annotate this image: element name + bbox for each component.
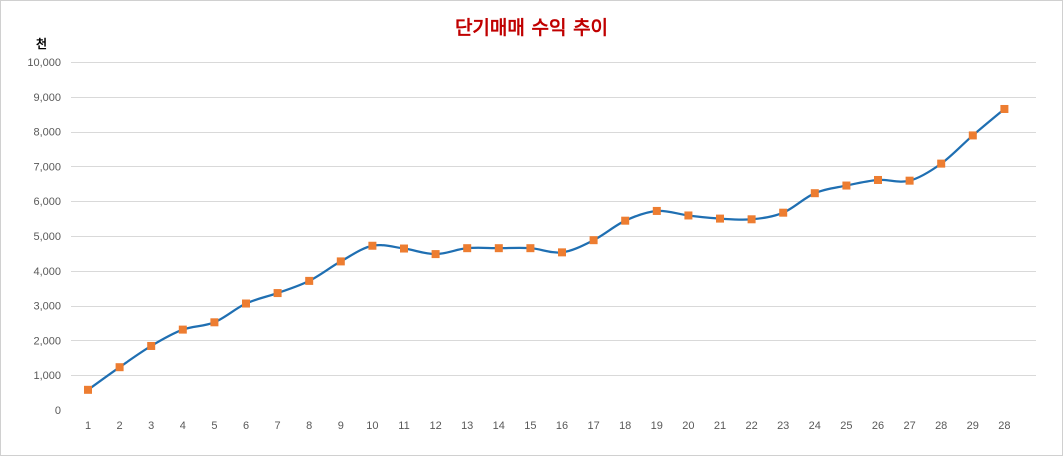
y-tick-label: 0 bbox=[55, 405, 61, 417]
chart-title: 단기매매 수익 추이 bbox=[454, 17, 609, 39]
data-point bbox=[431, 250, 440, 259]
data-point bbox=[558, 248, 566, 257]
data-point bbox=[115, 363, 124, 372]
data-point bbox=[463, 244, 472, 253]
y-axis-unit-label: 천 bbox=[36, 37, 48, 51]
data-point bbox=[84, 385, 92, 394]
series-line bbox=[86, 107, 1006, 391]
data-point bbox=[874, 175, 882, 184]
data-point bbox=[400, 244, 408, 253]
x-tick-label: 16 bbox=[556, 420, 568, 432]
x-tick-label: 2 bbox=[117, 420, 123, 432]
data-point bbox=[905, 176, 914, 185]
x-tick-label: 19 bbox=[651, 420, 663, 432]
x-tick-label: 28 bbox=[935, 420, 947, 432]
x-tick-label: 29 bbox=[967, 420, 979, 432]
y-tick-label: 8,000 bbox=[33, 127, 61, 139]
x-tick-label: 22 bbox=[745, 420, 757, 432]
gridlines bbox=[71, 62, 1036, 376]
x-tick-label: 27 bbox=[903, 420, 915, 432]
data-point bbox=[968, 131, 977, 140]
x-tick-label: 3 bbox=[148, 420, 154, 432]
y-tick-label: 5,000 bbox=[33, 231, 61, 243]
data-point bbox=[147, 341, 156, 350]
y-tick-label: 3,000 bbox=[33, 301, 61, 313]
data-point bbox=[937, 159, 946, 168]
data-point bbox=[810, 189, 819, 198]
x-tick-label: 9 bbox=[338, 420, 344, 432]
x-tick-label: 28 bbox=[998, 420, 1010, 432]
x-tick-label: 10 bbox=[366, 420, 378, 432]
data-point bbox=[368, 241, 377, 250]
y-axis-ticks: 0 1,000 2,000 3,000 4,000 5,000 6,000 7,000 8,00… bbox=[27, 57, 61, 417]
x-tick-label: 26 bbox=[872, 420, 884, 432]
y-tick-label: 1,000 bbox=[33, 370, 61, 382]
x-tick-label: 13 bbox=[461, 420, 473, 432]
x-tick-label: 20 bbox=[682, 420, 694, 432]
x-tick-label: 14 bbox=[493, 420, 505, 432]
data-point bbox=[779, 208, 788, 217]
x-tick-label: 4 bbox=[180, 420, 186, 432]
data-point bbox=[494, 244, 503, 253]
x-tick-label: 7 bbox=[275, 420, 281, 432]
x-tick-label: 23 bbox=[777, 420, 789, 432]
data-point bbox=[242, 299, 250, 308]
x-tick-label: 25 bbox=[840, 420, 852, 432]
y-tick-label: 4,000 bbox=[33, 266, 61, 278]
x-tick-label: 21 bbox=[714, 420, 726, 432]
x-tick-label: 1 bbox=[85, 420, 91, 432]
data-point bbox=[336, 257, 345, 266]
x-tick-label: 12 bbox=[429, 420, 441, 432]
data-point bbox=[273, 289, 282, 298]
data-point bbox=[747, 215, 756, 224]
data-point bbox=[305, 276, 314, 285]
y-tick-label: 9,000 bbox=[33, 92, 61, 104]
data-point bbox=[716, 214, 724, 223]
y-tick-label: 6,000 bbox=[33, 196, 61, 208]
data-point bbox=[589, 236, 598, 245]
x-tick-label: 11 bbox=[398, 420, 409, 432]
x-tick-label: 18 bbox=[619, 420, 631, 432]
x-tick-label: 6 bbox=[243, 420, 249, 432]
data-point bbox=[842, 181, 851, 190]
data-point bbox=[1000, 104, 1009, 113]
data-point bbox=[652, 206, 661, 215]
y-tick-label: 7,000 bbox=[33, 161, 61, 173]
x-axis-ticks: 1 2 3 4 5 6 7 8 9 10 11 12 13 14 15 16 17 18 19 20 21 22 23 24 2… bbox=[85, 420, 1011, 432]
data-point bbox=[178, 325, 187, 334]
data-point bbox=[621, 216, 630, 225]
data-point bbox=[684, 211, 693, 220]
data-point bbox=[526, 244, 535, 253]
x-tick-label: 8 bbox=[306, 420, 312, 432]
y-tick-label: 10,000 bbox=[27, 57, 61, 69]
data-point bbox=[210, 318, 219, 327]
y-tick-label: 2,000 bbox=[33, 335, 61, 347]
x-tick-label: 24 bbox=[809, 420, 821, 432]
series-layer bbox=[84, 104, 1009, 394]
x-tick-label: 17 bbox=[587, 420, 599, 432]
x-tick-label: 5 bbox=[211, 420, 217, 432]
x-tick-label: 15 bbox=[524, 420, 536, 432]
